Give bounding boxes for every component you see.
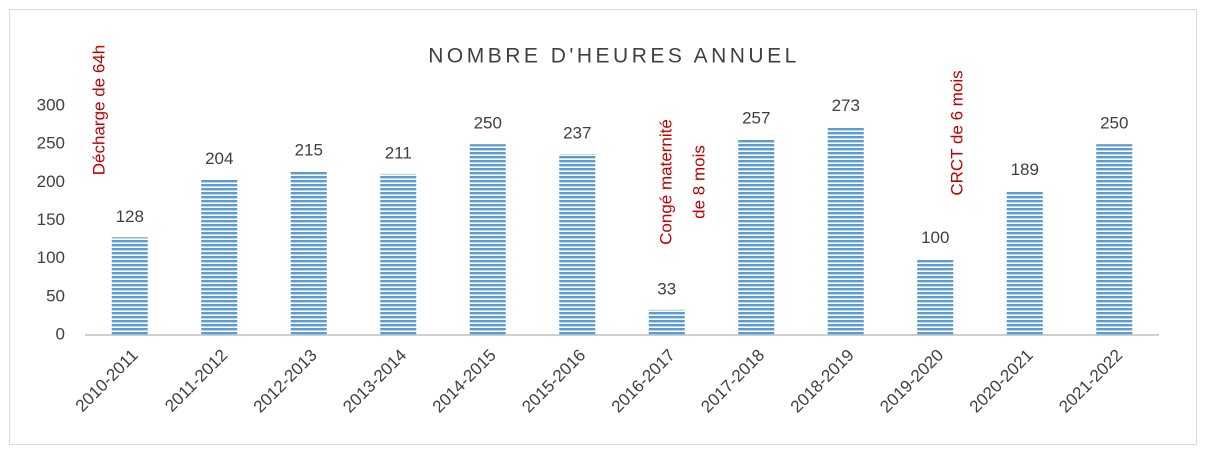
data-label: 250 <box>1100 114 1128 133</box>
y-tick-label: 0 <box>56 324 65 343</box>
data-label: 33 <box>657 279 676 298</box>
y-tick-label: 100 <box>37 248 65 267</box>
x-tick-label: 2010-2011 <box>72 346 142 416</box>
data-label: 250 <box>474 114 502 133</box>
bar <box>559 154 596 335</box>
data-label: 273 <box>832 96 860 115</box>
bar <box>917 258 954 335</box>
data-label: 100 <box>921 228 949 247</box>
y-tick-label: 300 <box>37 95 65 114</box>
x-tick-label: 2020-2021 <box>966 346 1037 417</box>
y-tick-label: 200 <box>37 172 65 191</box>
x-tick-label: 2015-2016 <box>518 346 589 417</box>
x-tick-label: 2013-2014 <box>339 346 410 417</box>
bar <box>648 309 685 335</box>
y-tick-label: 250 <box>37 134 65 153</box>
x-tick-label: 2011-2012 <box>161 346 231 416</box>
annotation: CRCT de 6 mois <box>947 70 966 195</box>
bar <box>469 144 506 335</box>
data-label: 237 <box>563 124 591 143</box>
data-label: 211 <box>385 143 412 162</box>
y-tick-label: 50 <box>46 286 65 305</box>
annotation: Décharge de 64h <box>89 45 108 175</box>
data-label: 257 <box>742 108 770 127</box>
x-tick-label: 2019-2020 <box>876 346 947 417</box>
bar <box>1096 144 1133 335</box>
x-tick-label: 2012-2013 <box>250 346 321 417</box>
y-tick-label: 150 <box>37 210 65 229</box>
bar <box>1006 190 1043 335</box>
bar <box>290 170 327 335</box>
bar <box>380 173 417 335</box>
x-tick-label: 2018-2019 <box>787 346 858 417</box>
data-label: 189 <box>1011 160 1039 179</box>
annotation: de 8 mois <box>689 145 708 219</box>
x-tick-label: 2021-2022 <box>1055 346 1126 417</box>
bar <box>201 179 238 335</box>
data-label: 215 <box>295 140 323 159</box>
bar <box>827 126 864 335</box>
x-tick-label: 2017-2018 <box>697 346 768 417</box>
data-label: 204 <box>205 149 233 168</box>
bar <box>738 138 775 335</box>
chart-border <box>9 9 1197 445</box>
x-tick-label: 2014-2015 <box>429 346 500 417</box>
bar <box>111 237 148 335</box>
chart-title: NOMBRE D'HEURES ANNUEL <box>428 45 800 68</box>
x-tick-label: 2016-2017 <box>608 346 679 417</box>
annotation: Congé maternité <box>656 119 675 245</box>
data-label: 128 <box>116 207 144 226</box>
